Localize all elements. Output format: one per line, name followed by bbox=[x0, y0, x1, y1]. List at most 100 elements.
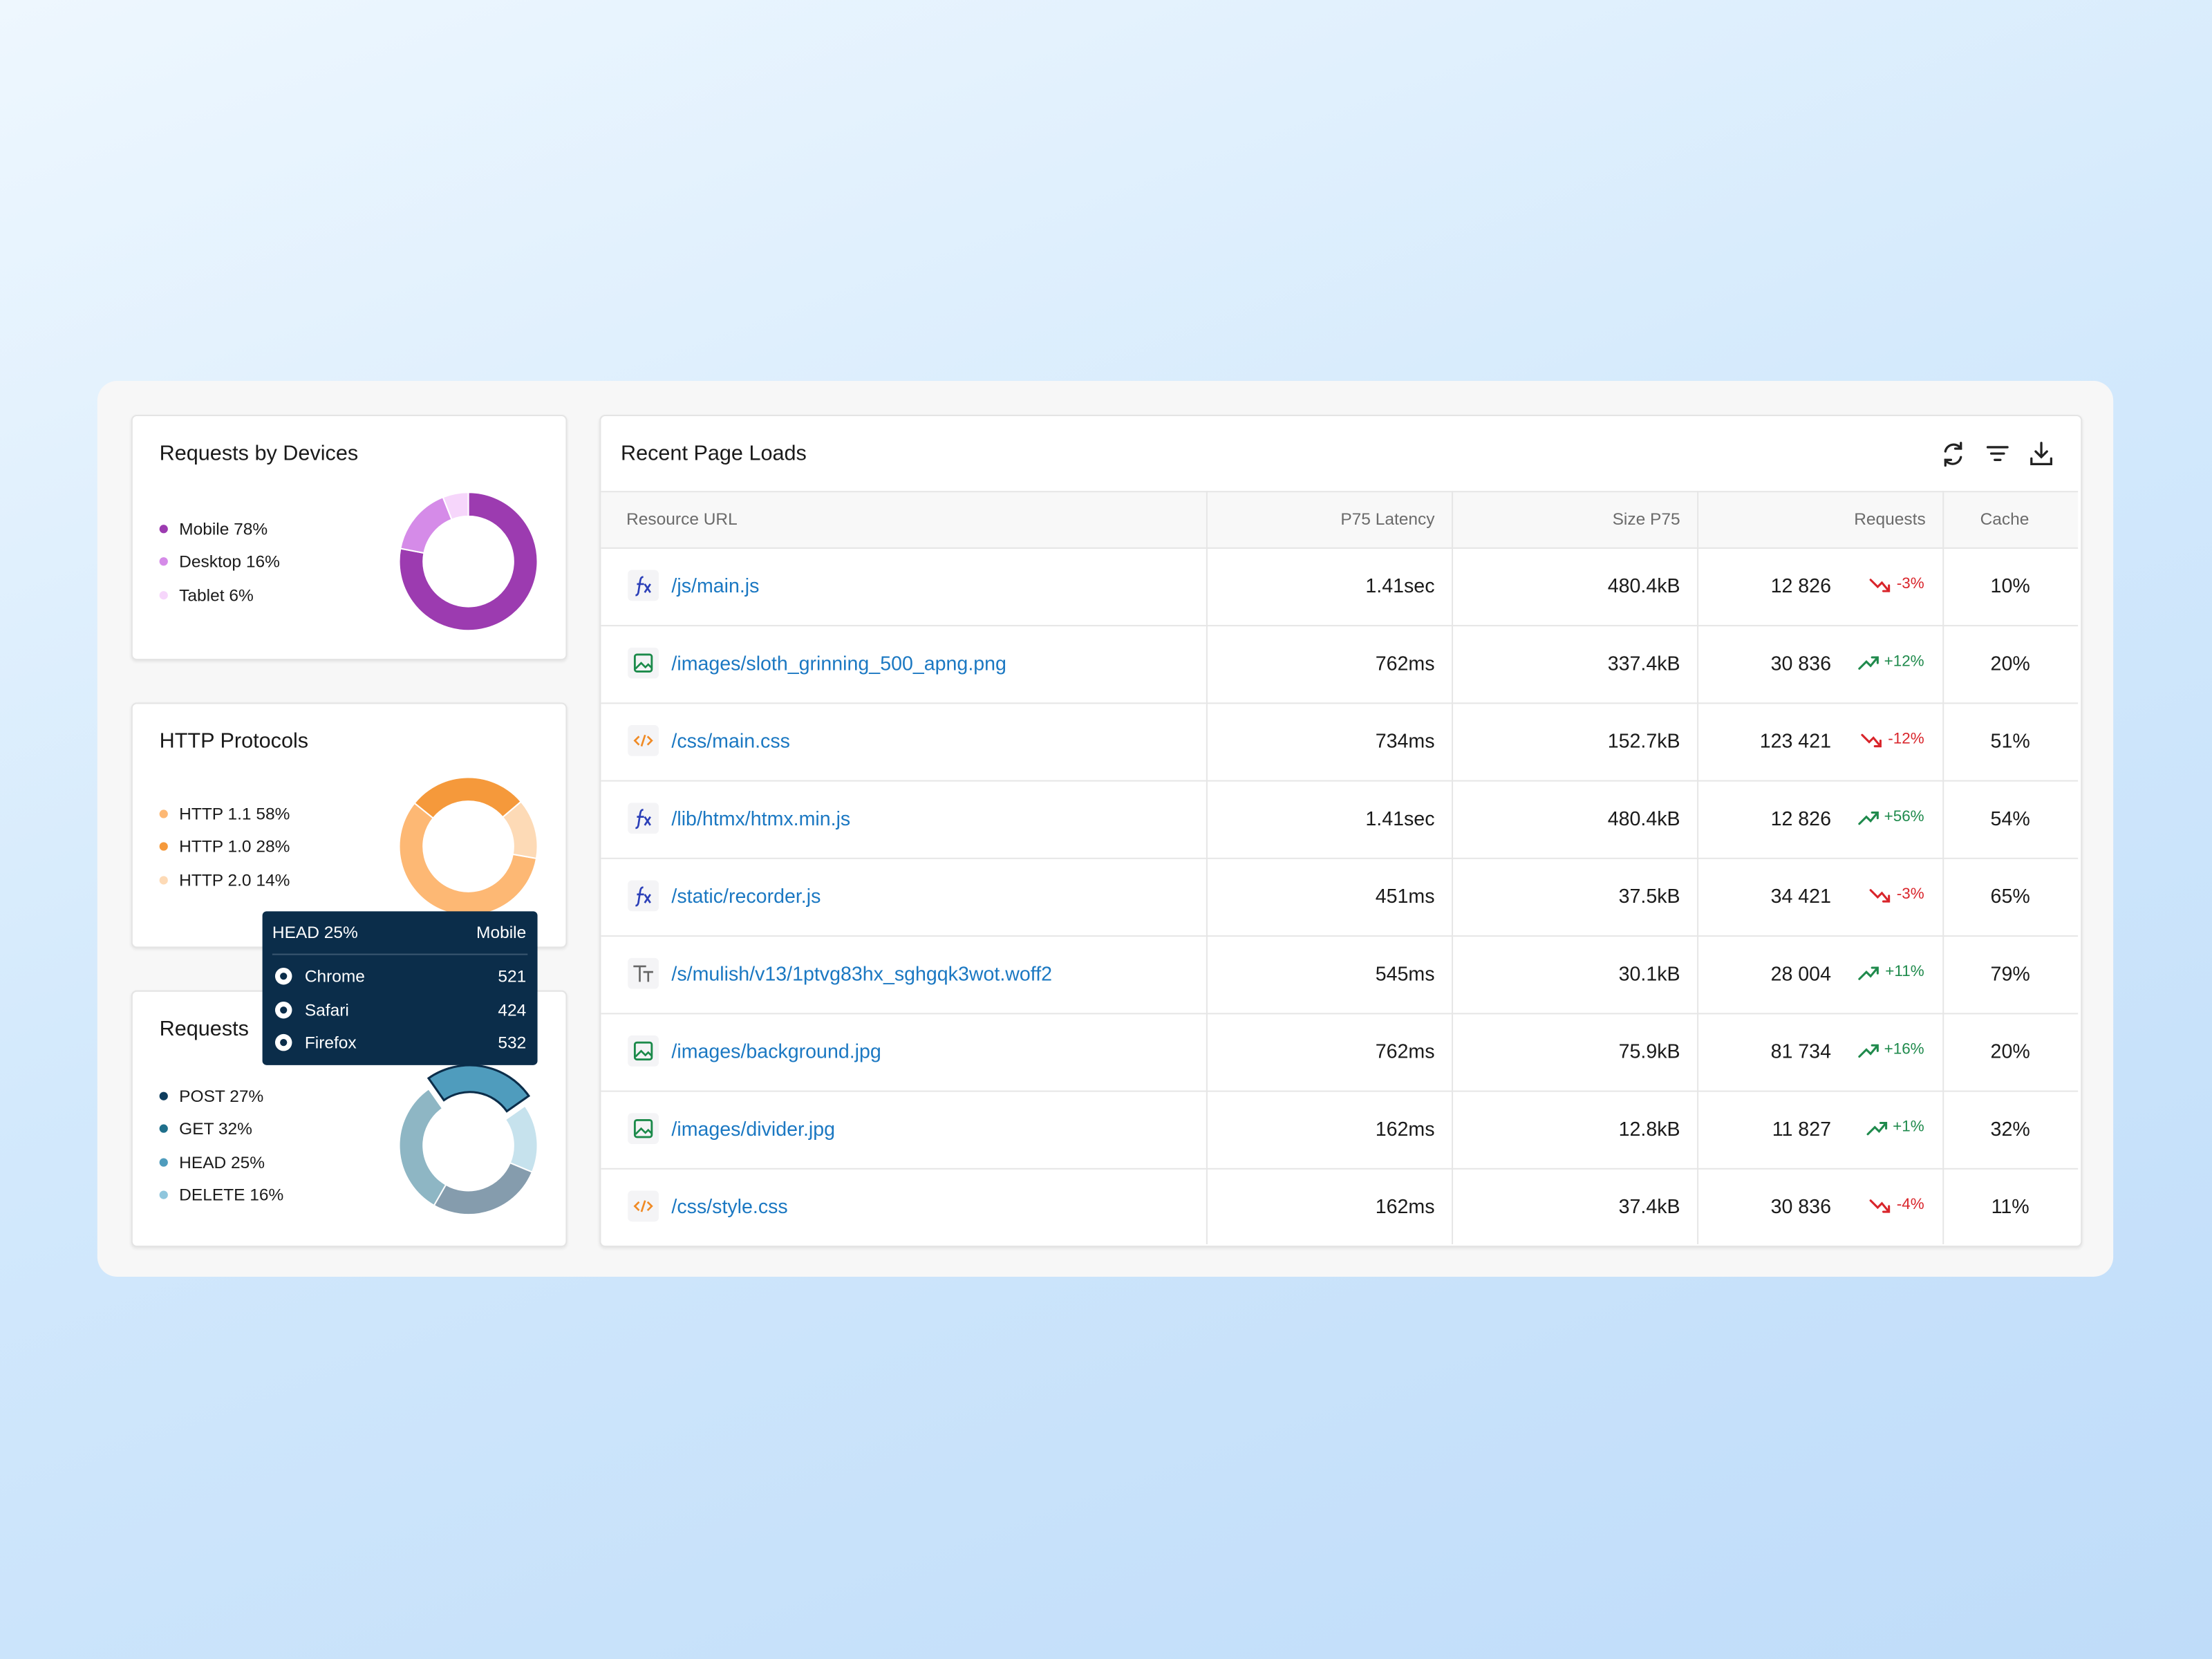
column-header: Resource URL bbox=[626, 509, 738, 529]
legend-dot bbox=[159, 1157, 168, 1167]
cache: 54% bbox=[1990, 807, 2030, 830]
size: 337.4kB bbox=[1607, 651, 1680, 675]
donut-chart bbox=[398, 776, 538, 917]
trend-arrow bbox=[1870, 579, 1891, 592]
icon-glyph bbox=[633, 1041, 653, 1061]
legend-dot bbox=[159, 809, 168, 818]
column-divider bbox=[1451, 491, 1454, 1244]
table-card bbox=[599, 414, 2083, 1248]
requests: 11 827 bbox=[1772, 1117, 1831, 1140]
size: 152.7kB bbox=[1607, 729, 1680, 752]
tooltip-value: 424 bbox=[498, 999, 527, 1020]
trend-up bbox=[1857, 656, 1878, 670]
icon-glyph bbox=[635, 809, 651, 830]
resource-link[interactable]: /images/divider.jpg bbox=[671, 1117, 836, 1140]
row-divider bbox=[601, 702, 2079, 704]
icon-bg bbox=[628, 880, 659, 912]
icon-glyph bbox=[635, 662, 653, 670]
donut-slice bbox=[442, 491, 469, 521]
tooltip-value: 521 bbox=[498, 966, 527, 986]
card-title: HTTP Protocols bbox=[159, 729, 309, 753]
legend-dot bbox=[159, 524, 168, 533]
file-icon bbox=[628, 1113, 659, 1145]
file-icon bbox=[628, 647, 659, 679]
resource-link[interactable]: /lib/htmx/htmx.min.js bbox=[671, 807, 851, 830]
change: +16% bbox=[1884, 1041, 1924, 1058]
change: +1% bbox=[1893, 1118, 1924, 1136]
legend-dot bbox=[159, 842, 168, 851]
icon-bg bbox=[628, 647, 659, 679]
legend-label: POST 27% bbox=[179, 1085, 264, 1106]
latency: 762ms bbox=[1375, 1040, 1435, 1062]
download-button[interactable] bbox=[2030, 442, 2052, 466]
row-divider bbox=[601, 857, 2079, 859]
size: 480.4kB bbox=[1607, 807, 1680, 830]
column-header: Size P75 bbox=[1612, 509, 1680, 529]
cache: 32% bbox=[1990, 1117, 2030, 1140]
row-divider bbox=[601, 1090, 2079, 1092]
latency: 545ms bbox=[1375, 962, 1435, 985]
legend-label: HEAD 25% bbox=[179, 1152, 265, 1172]
column-divider bbox=[1697, 491, 1699, 1244]
size: 37.5kB bbox=[1618, 884, 1680, 908]
icon-core bbox=[280, 1006, 288, 1013]
legend-dot bbox=[159, 557, 168, 566]
icon-glyph bbox=[635, 1049, 653, 1058]
separator bbox=[272, 953, 528, 955]
trend-down bbox=[1861, 733, 1882, 748]
resource-link[interactable]: /css/style.css bbox=[671, 1194, 788, 1218]
icon-glyph bbox=[635, 886, 651, 907]
icon-bg bbox=[628, 957, 659, 989]
change: +56% bbox=[1884, 808, 1924, 825]
change: -3% bbox=[1896, 885, 1924, 903]
trend-up bbox=[1866, 1121, 1887, 1136]
change: +11% bbox=[1885, 963, 1924, 981]
trend-arrow bbox=[1857, 656, 1878, 670]
trend-arrow bbox=[1857, 1044, 1878, 1058]
legend-label: GET 32% bbox=[179, 1118, 252, 1139]
cache: 20% bbox=[1990, 651, 2030, 675]
resource-link[interactable]: /images/background.jpg bbox=[671, 1040, 881, 1062]
donut-slice bbox=[400, 496, 453, 554]
resource-link[interactable]: /js/main.js bbox=[671, 574, 760, 597]
file-icon bbox=[628, 803, 659, 834]
latency: 762ms bbox=[1375, 651, 1435, 675]
donut-slice bbox=[504, 1105, 538, 1173]
change: -3% bbox=[1896, 575, 1924, 593]
row-divider bbox=[601, 1168, 2079, 1170]
filter-button[interactable] bbox=[1986, 446, 2009, 461]
file-icon bbox=[628, 570, 659, 601]
row-divider bbox=[601, 935, 2079, 937]
card-title: Requests by Devices bbox=[159, 441, 359, 466]
row-divider bbox=[601, 625, 2079, 627]
resource-link[interactable]: /images/sloth_grinning_500_apng.png bbox=[671, 651, 1006, 675]
table-header bbox=[601, 491, 2079, 549]
donut-chart bbox=[398, 491, 538, 632]
browser-icon bbox=[274, 1000, 292, 1018]
icon-glyph bbox=[633, 734, 653, 747]
tooltip-browser: Safari bbox=[304, 999, 349, 1020]
change: -12% bbox=[1888, 731, 1924, 748]
icon-glyph bbox=[635, 1127, 653, 1135]
file-icon bbox=[628, 724, 659, 756]
column-header: Requests bbox=[1854, 509, 1926, 529]
column-divider bbox=[1206, 491, 1208, 1244]
size: 75.9kB bbox=[1618, 1040, 1680, 1062]
requests: 30 836 bbox=[1770, 1194, 1831, 1218]
tooltip-value: 532 bbox=[498, 1032, 527, 1053]
size: 12.8kB bbox=[1618, 1117, 1680, 1140]
trend-up bbox=[1859, 966, 1880, 980]
trend-down bbox=[1870, 889, 1891, 903]
cache: 79% bbox=[1990, 962, 2030, 985]
refresh-button[interactable] bbox=[1944, 442, 1962, 467]
resource-link[interactable]: /static/recorder.js bbox=[671, 884, 821, 908]
tooltip bbox=[262, 911, 538, 1065]
tooltip-title: HEAD 25% bbox=[272, 922, 358, 943]
change: +12% bbox=[1884, 653, 1924, 671]
legend-dot bbox=[159, 875, 168, 884]
resource-link[interactable]: /css/main.css bbox=[671, 729, 790, 752]
column-header: P75 Latency bbox=[1340, 509, 1435, 529]
latency: 162ms bbox=[1375, 1117, 1435, 1140]
resource-link[interactable]: /s/mulish/v13/1ptvg83hx_sghgqk3wot.woff2 bbox=[671, 962, 1053, 985]
